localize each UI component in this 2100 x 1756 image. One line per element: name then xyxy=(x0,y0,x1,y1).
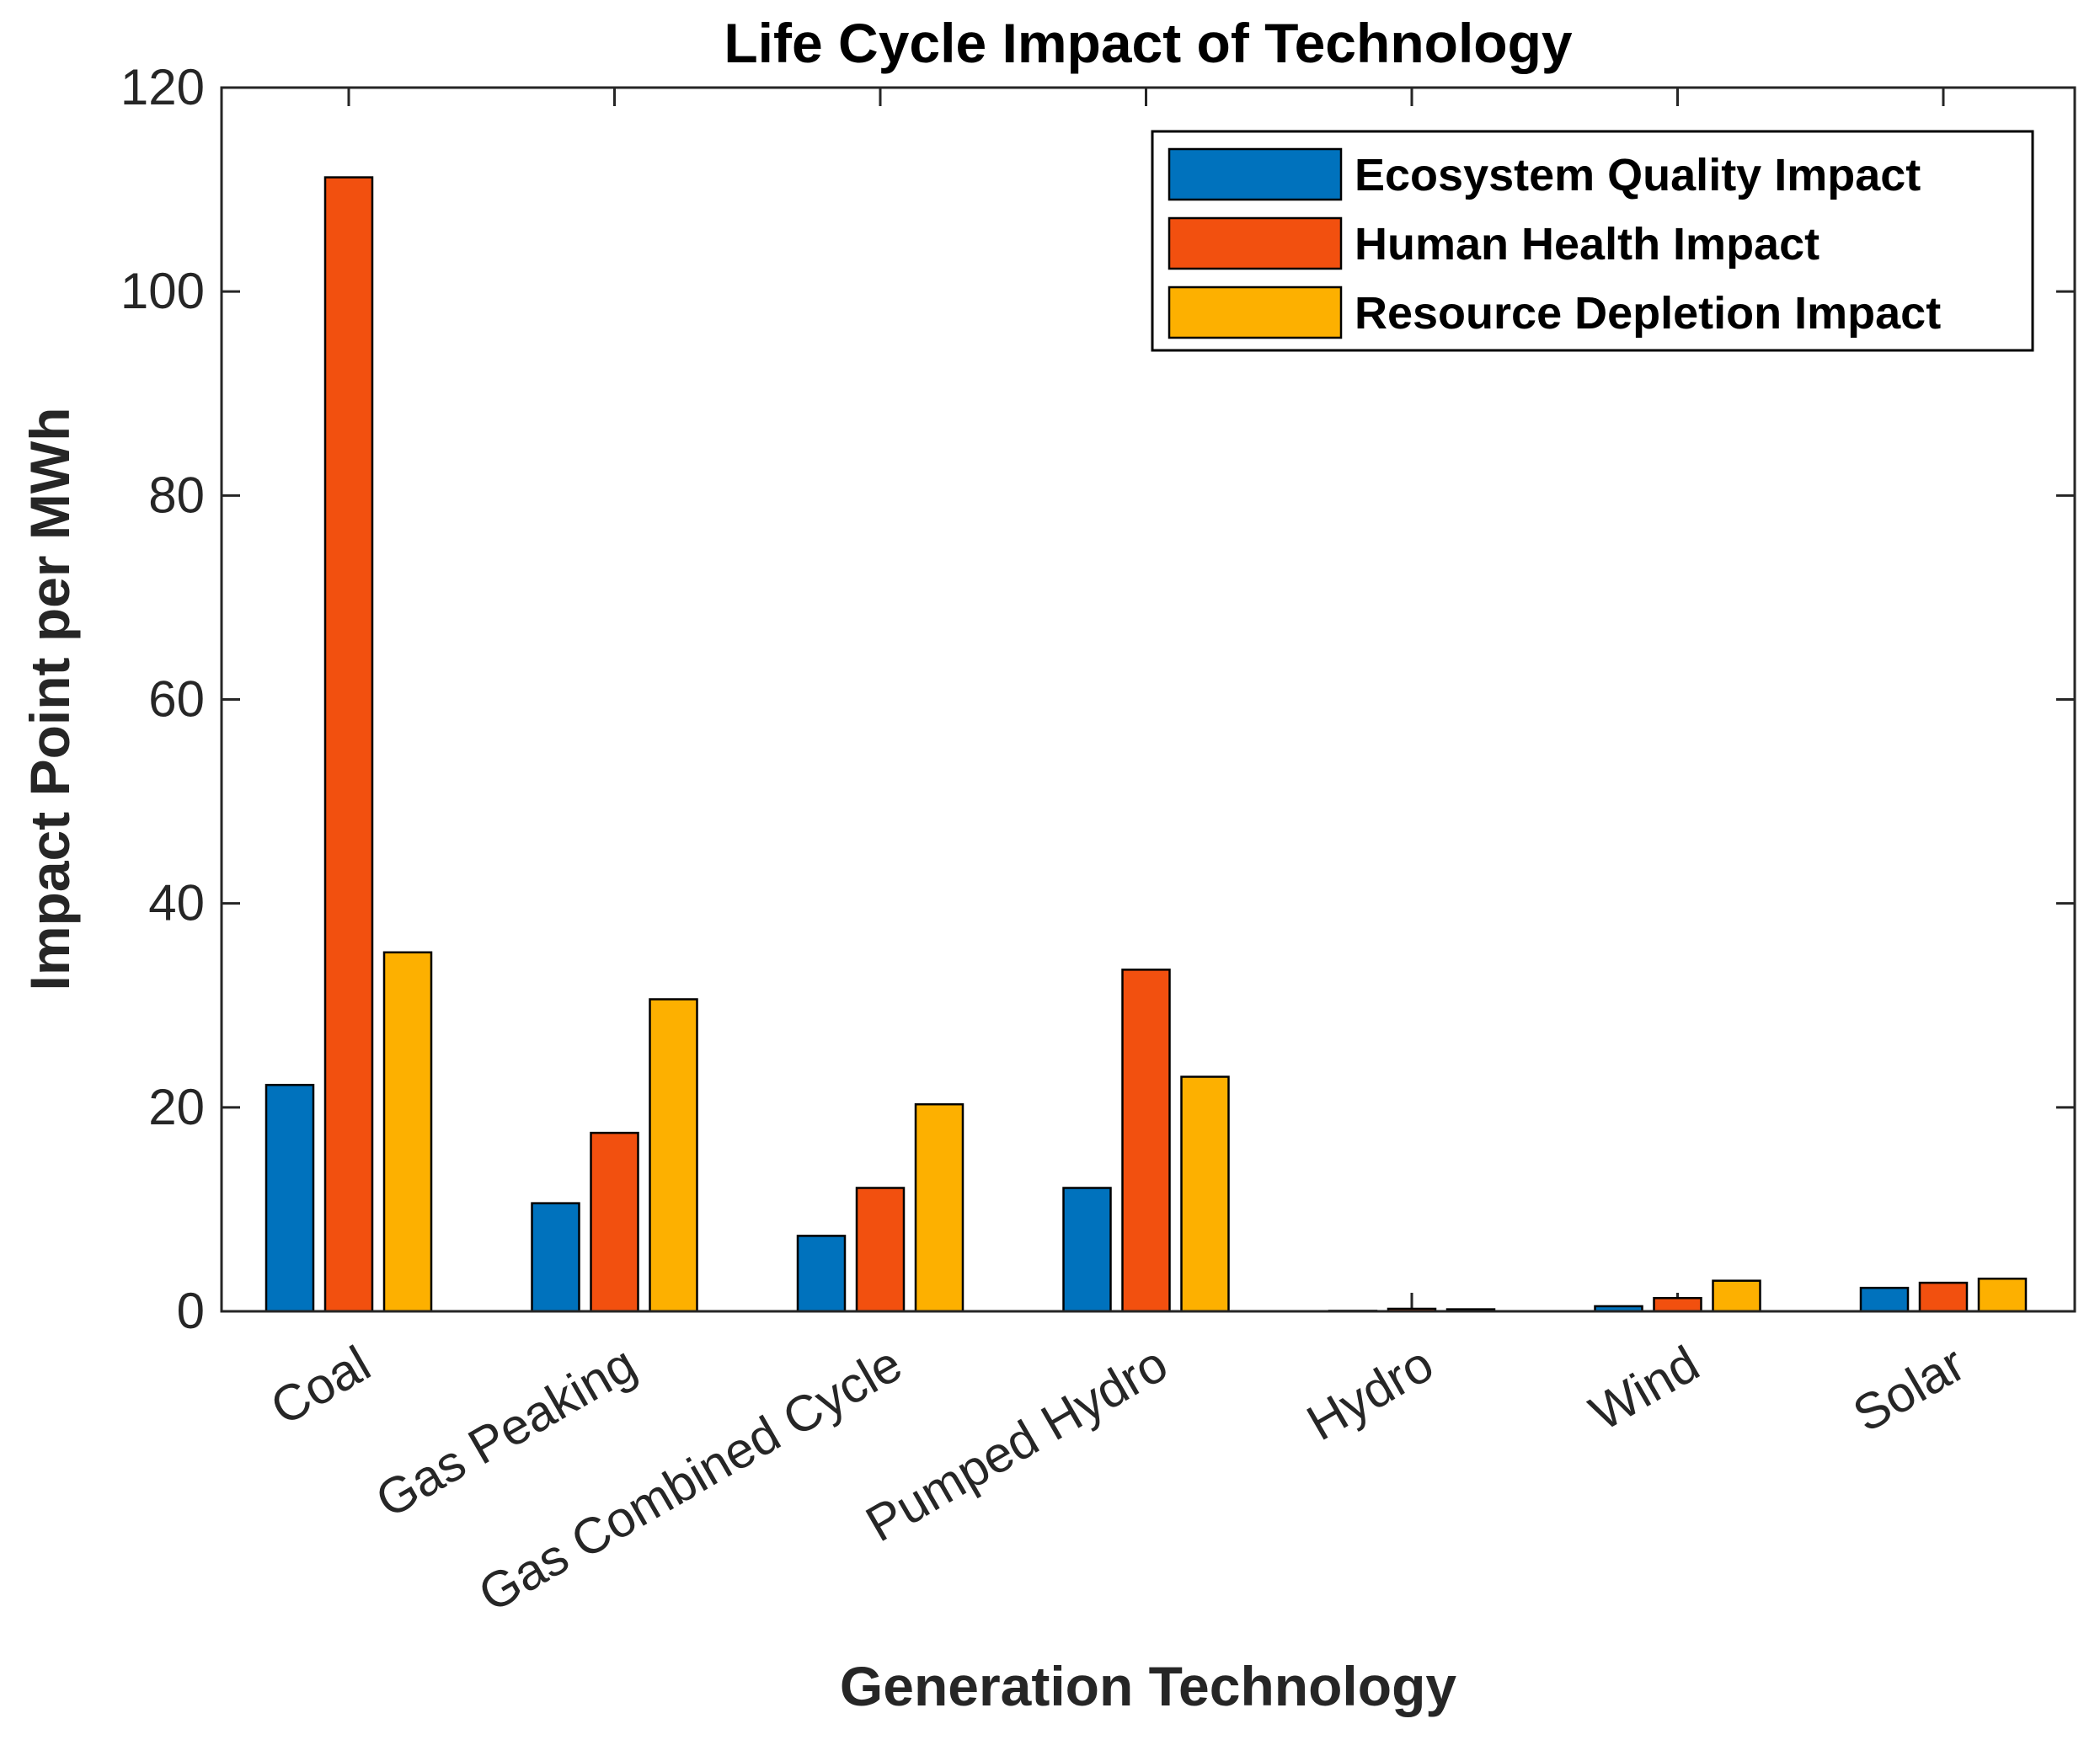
bar xyxy=(531,1202,580,1313)
legend-label: Ecosystem Quality Impact xyxy=(1355,150,1921,200)
legend-swatch xyxy=(1168,216,1343,270)
bar-series-group xyxy=(265,176,2028,1313)
bar xyxy=(1653,1297,1702,1313)
bar xyxy=(590,1131,639,1313)
bar xyxy=(265,1083,315,1313)
legend-label: Resource Depletion Impact xyxy=(1355,288,1941,339)
y-axis-label: Impact Point per MWh xyxy=(19,408,81,991)
bar xyxy=(1859,1286,1910,1313)
bar xyxy=(1062,1187,1112,1313)
bar xyxy=(914,1102,965,1313)
bar xyxy=(1918,1281,1969,1313)
legend-label: Human Health Impact xyxy=(1355,219,1819,270)
bar xyxy=(855,1187,906,1313)
bar xyxy=(1712,1279,1761,1313)
bar xyxy=(1121,969,1171,1313)
y-tick-label: 60 xyxy=(148,671,205,728)
legend: Ecosystem Quality Impact Human Health Imp… xyxy=(1151,130,2034,352)
bar xyxy=(323,176,374,1313)
bar-series xyxy=(265,1083,1910,1313)
y-tick-label: 40 xyxy=(148,875,205,931)
y-tick-label: 20 xyxy=(148,1079,205,1135)
bar xyxy=(1977,1278,2028,1313)
bar xyxy=(382,951,433,1313)
x-axis-label: Generation Technology xyxy=(840,1655,1456,1717)
bar-series xyxy=(382,951,2028,1313)
chart-title: Life Cycle Impact of Technology xyxy=(724,12,1573,74)
bar-series xyxy=(323,176,1969,1313)
legend-swatch xyxy=(1168,147,1343,201)
bar xyxy=(796,1235,847,1313)
axes-box xyxy=(220,86,2076,1313)
y-tick-label: 0 xyxy=(177,1283,205,1339)
bar xyxy=(649,998,698,1313)
legend-swatch xyxy=(1168,286,1343,339)
y-tick-label: 120 xyxy=(120,59,205,115)
y-axis-ticks: 0 20 40 60 80 100 120 xyxy=(120,59,2075,1339)
y-tick-label: 80 xyxy=(148,467,205,523)
y-tick-label: 100 xyxy=(120,263,205,319)
bar xyxy=(1180,1075,1230,1313)
